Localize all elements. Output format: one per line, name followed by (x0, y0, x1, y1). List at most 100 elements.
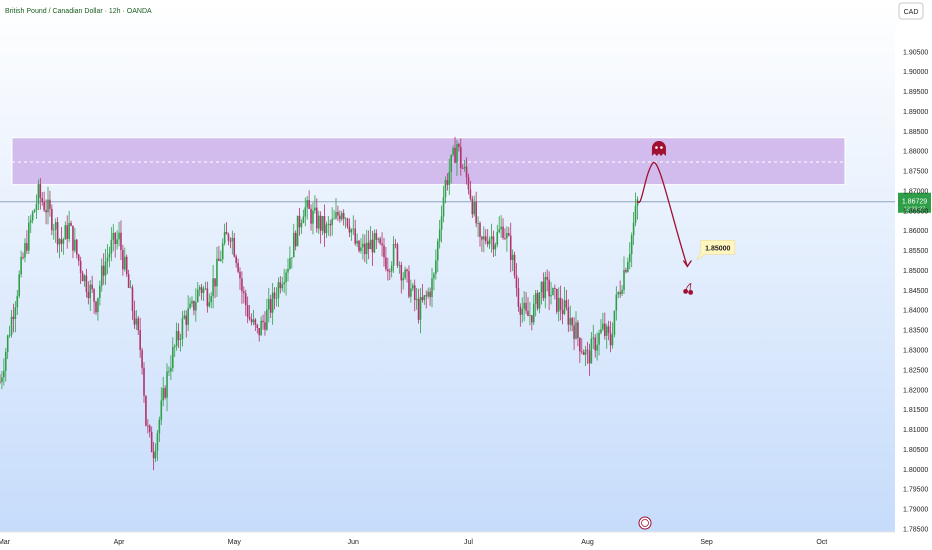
candle (592, 324, 595, 350)
candle (183, 310, 186, 320)
candle (156, 430, 159, 461)
candle (465, 157, 468, 185)
current-price-value: 1.86729 (902, 199, 927, 206)
candle (321, 215, 324, 236)
y-tick-label: 1.78500 (903, 526, 928, 533)
candle (24, 238, 26, 263)
candle (283, 268, 285, 293)
candle (150, 426, 153, 453)
candle (417, 288, 420, 324)
candle (517, 277, 520, 312)
candle (381, 232, 383, 257)
candle (139, 317, 141, 358)
y-tick-label: 1.83000 (903, 348, 928, 355)
candle (89, 279, 92, 312)
target-label: 1.85000 (696, 239, 736, 261)
candle (285, 269, 287, 296)
y-tick-label: 1.82000 (903, 387, 928, 394)
candle (85, 268, 88, 298)
x-tick-label: Aug (581, 539, 594, 546)
x-tick-label: May (228, 539, 242, 546)
currency-button[interactable]: CAD (898, 2, 924, 20)
candle (292, 223, 295, 258)
candle (64, 221, 67, 240)
candle (628, 242, 631, 270)
y-tick-label: 1.83500 (903, 328, 928, 335)
candle (241, 271, 243, 304)
candle (542, 272, 545, 302)
candle (200, 283, 203, 301)
candle (352, 215, 355, 236)
candle (325, 221, 328, 238)
candle (97, 297, 99, 321)
candle (475, 191, 477, 228)
candle (164, 385, 166, 400)
candle (438, 219, 441, 249)
candle (268, 288, 270, 323)
y-tick-label: 1.90500 (903, 49, 928, 56)
candle (563, 286, 566, 316)
y-tick-label: 1.89000 (903, 109, 928, 116)
candle (500, 215, 502, 238)
candle (521, 297, 524, 323)
candle (436, 238, 439, 273)
candle (575, 311, 577, 340)
candle (127, 269, 130, 289)
candle (179, 333, 182, 352)
candle (463, 159, 466, 172)
candle (373, 229, 376, 254)
candle (350, 228, 353, 241)
candle (191, 296, 193, 308)
candle (346, 217, 349, 229)
candle (582, 349, 585, 355)
candle (173, 344, 176, 357)
candle (317, 210, 320, 234)
y-tick-label: 1.87000 (903, 188, 928, 195)
candle (4, 348, 7, 382)
candle (458, 142, 460, 152)
x-tick-label: Apr (114, 539, 126, 546)
candle (425, 290, 428, 309)
candle (175, 322, 178, 351)
candle (335, 198, 337, 220)
candle (218, 245, 220, 262)
candle (523, 291, 525, 322)
candle (28, 216, 30, 254)
candle (623, 256, 625, 294)
candle (102, 253, 105, 285)
candle (529, 302, 531, 326)
candle (565, 289, 568, 311)
candle (54, 218, 57, 243)
candle (158, 416, 161, 442)
candle (100, 258, 103, 292)
chart-title: British Pound / Canadian Dollar · 12h · … (5, 8, 152, 15)
candle (152, 441, 155, 471)
candle (306, 195, 308, 220)
candle (154, 443, 157, 463)
candle (187, 295, 189, 332)
candle (291, 257, 293, 269)
candle (0, 374, 1, 384)
candle (300, 219, 303, 234)
y-tick-label: 1.90000 (903, 69, 928, 76)
candle (125, 254, 128, 278)
candle (580, 338, 583, 355)
candle (364, 234, 366, 263)
candle (630, 232, 633, 268)
candle (221, 238, 224, 264)
candle (39, 177, 42, 210)
candle (208, 293, 211, 308)
candle (279, 276, 282, 294)
candle (604, 312, 606, 340)
candle (212, 264, 214, 309)
candle (506, 226, 508, 252)
candle (460, 138, 462, 176)
candle (590, 332, 593, 364)
candle (444, 176, 447, 204)
candle (304, 197, 307, 227)
candle (513, 251, 516, 279)
candle (536, 290, 539, 311)
candle (569, 305, 572, 332)
